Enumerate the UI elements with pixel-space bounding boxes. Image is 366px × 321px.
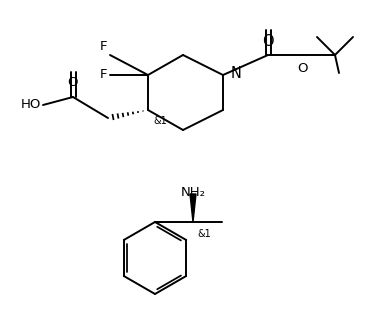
Text: N: N — [231, 66, 242, 82]
Text: HO: HO — [20, 99, 41, 111]
Text: O: O — [262, 34, 274, 49]
Text: F: F — [100, 40, 107, 53]
Text: NH₂: NH₂ — [180, 186, 205, 199]
Text: F: F — [100, 68, 107, 82]
Text: &1: &1 — [153, 116, 167, 126]
Polygon shape — [190, 194, 196, 222]
Text: O: O — [68, 76, 78, 89]
Text: &1: &1 — [197, 229, 211, 239]
Text: O: O — [297, 62, 307, 75]
